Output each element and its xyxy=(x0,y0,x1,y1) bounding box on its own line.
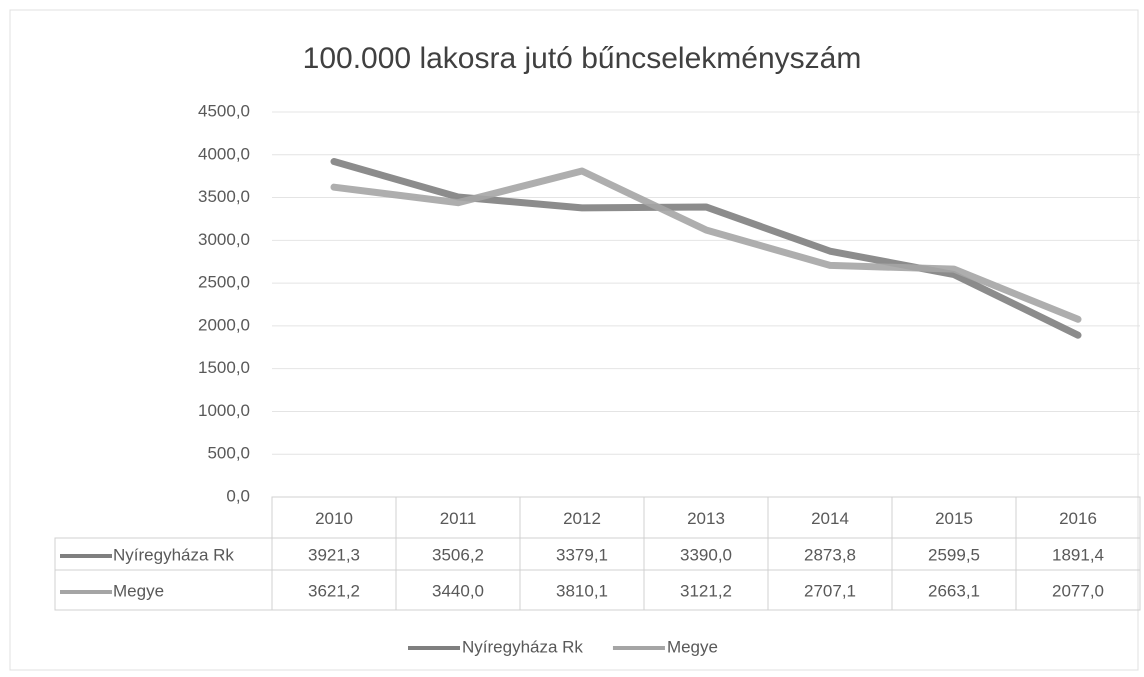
x-tick-label: 2014 xyxy=(811,509,849,528)
y-tick-label: 3500,0 xyxy=(198,187,250,206)
data-line xyxy=(330,158,1082,339)
y-tick-label: 1500,0 xyxy=(198,358,250,377)
table-value: 1891,4 xyxy=(1052,545,1104,564)
y-tick-label: 500,0 xyxy=(207,444,250,463)
x-tick-label: 2011 xyxy=(440,509,477,528)
table-value: 3440,0 xyxy=(432,581,484,600)
table-value: 3506,2 xyxy=(432,545,484,564)
y-tick-label: 2000,0 xyxy=(198,315,250,334)
table-value: 2707,1 xyxy=(804,581,856,600)
y-tick-label: 4000,0 xyxy=(198,144,250,163)
data-line xyxy=(330,167,1082,323)
table-value: 2873,8 xyxy=(804,545,856,564)
table-cell xyxy=(1015,569,1141,611)
table-series-name: Megye xyxy=(113,581,164,600)
table-value: 2663,1 xyxy=(928,581,980,600)
legend-label: Megye xyxy=(667,637,718,656)
x-tick-label: 2012 xyxy=(563,509,601,528)
legend-label: Nyíregyháza Rk xyxy=(462,637,583,656)
y-tick-label: 1000,0 xyxy=(198,401,250,420)
y-tick-label: 0,0 xyxy=(226,486,250,505)
table-value: 3621,2 xyxy=(308,581,360,600)
x-tick-label: 2015 xyxy=(935,509,973,528)
table-series-name: Nyíregyháza Rk xyxy=(113,545,234,564)
table-value: 3121,2 xyxy=(680,581,732,600)
table-value: 3921,3 xyxy=(308,545,360,564)
y-tick-label: 2500,0 xyxy=(198,273,250,292)
table-value: 2077,0 xyxy=(1052,581,1104,600)
x-tick-label: 2013 xyxy=(687,509,725,528)
table-value: 3390,0 xyxy=(680,545,732,564)
y-tick-label: 4500,0 xyxy=(198,101,250,120)
chart-title: 100.000 lakosra jutó bűncselekményszám xyxy=(303,42,862,75)
x-tick-label: 2016 xyxy=(1059,509,1097,528)
table-value: 3379,1 xyxy=(556,545,608,564)
table-value: 3810,1 xyxy=(556,581,608,600)
table-value: 2599,5 xyxy=(928,545,980,564)
chart-border xyxy=(9,9,1139,671)
y-tick-label: 3000,0 xyxy=(198,230,250,249)
x-tick-label: 2010 xyxy=(315,509,353,528)
